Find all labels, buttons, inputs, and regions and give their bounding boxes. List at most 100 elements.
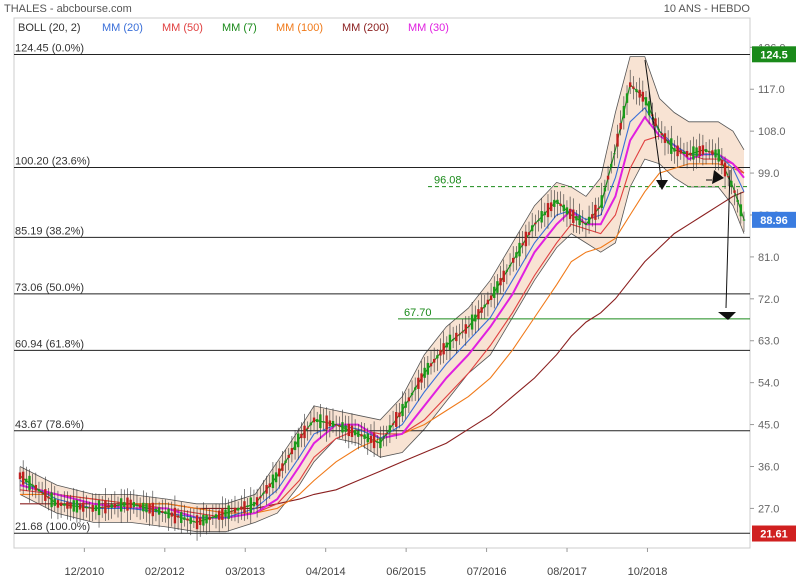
candle-body: [40, 492, 44, 494]
candle-body: [733, 190, 736, 193]
candle-body: [388, 425, 392, 433]
candle-body: [161, 511, 164, 513]
candle-body: [692, 146, 695, 160]
candle-body: [75, 500, 79, 513]
candle-body: [591, 214, 594, 219]
candle-body: [518, 242, 521, 257]
candle-body: [217, 510, 221, 520]
candle-body: [654, 118, 657, 127]
series-line: [20, 163, 745, 514]
candle-body: [268, 483, 271, 488]
candle-body: [385, 433, 388, 435]
candle-body: [195, 515, 199, 530]
x-tick-label: 10/2018: [628, 566, 668, 578]
candle-body: [199, 517, 202, 525]
candle-body: [97, 500, 101, 516]
candle-body: [553, 199, 556, 207]
candle-body: [610, 163, 613, 168]
candle-body: [379, 437, 382, 449]
candle-body: [426, 362, 430, 375]
legend-mm30: MM (30): [408, 22, 449, 34]
candle-body: [211, 516, 215, 518]
candle-body: [142, 502, 145, 512]
candle-body: [742, 219, 746, 221]
candle-body: [164, 511, 167, 515]
candle-body: [515, 252, 518, 258]
series-line: [19, 135, 745, 519]
candle-body: [698, 146, 701, 156]
candle-body: [521, 243, 524, 246]
candle-body: [312, 417, 316, 423]
candle-body: [726, 176, 730, 178]
candle-body: [170, 512, 173, 517]
candle-body: [600, 195, 603, 209]
candle-body: [186, 518, 189, 521]
candle-body: [666, 140, 670, 144]
fibonacci-label: 73.06 (50.0%): [15, 282, 84, 294]
trend-arrow-head: [718, 312, 736, 320]
candle-body: [246, 505, 249, 507]
y-tick-label: 45.0: [758, 420, 779, 432]
candle-body: [278, 468, 281, 477]
candle-body: [638, 89, 641, 98]
candle-body: [180, 512, 183, 523]
price-badge-label: 88.96: [760, 215, 788, 227]
candle-body: [568, 208, 572, 219]
candle-body: [420, 373, 423, 383]
candle-body: [398, 412, 401, 417]
trend-arrow-head: [712, 170, 724, 184]
candle-body: [464, 324, 467, 334]
candle-body: [679, 150, 682, 154]
legend-mm100: MM (100): [276, 22, 324, 34]
chart-period: 10 ANS - HEBDO: [663, 3, 750, 15]
candle-body: [480, 307, 483, 313]
candle-body: [410, 392, 414, 396]
candle-body: [315, 419, 319, 423]
candle-body: [31, 484, 34, 487]
candle-body: [192, 520, 196, 523]
y-tick-label: 36.0: [758, 461, 779, 473]
candle-body: [581, 221, 584, 223]
candle-body: [151, 502, 154, 517]
candle-body: [739, 204, 743, 217]
candle-body: [37, 489, 41, 492]
candle-body: [524, 231, 528, 247]
candle-body: [540, 211, 543, 223]
candle-body: [85, 506, 88, 509]
candle-body: [670, 138, 673, 154]
candle-body: [587, 216, 591, 224]
candle-body: [47, 496, 50, 499]
y-tick-label: 72.0: [758, 294, 779, 306]
candle-body: [432, 358, 436, 363]
candle-body: [423, 367, 426, 378]
candle-body: [413, 387, 417, 390]
x-tick-label: 12/2010: [64, 566, 104, 578]
candle-body: [685, 150, 689, 157]
candle-body: [325, 415, 328, 430]
candle-body: [290, 448, 294, 455]
candle-body: [331, 420, 335, 427]
candle-body: [132, 502, 136, 508]
candle-body: [183, 517, 186, 520]
candle-body: [477, 309, 480, 319]
candle-body: [25, 478, 28, 483]
candle-body: [173, 507, 177, 524]
candle-body: [227, 505, 230, 519]
candle-body: [293, 441, 297, 451]
candle-body: [350, 425, 354, 437]
candle-body: [417, 377, 420, 389]
candle-body: [559, 203, 562, 206]
candle-body: [537, 219, 540, 221]
candle-body: [249, 497, 252, 513]
candle-body: [240, 506, 243, 510]
fibonacci-label: 60.94 (61.8%): [15, 338, 84, 350]
candle-body: [66, 501, 69, 509]
candle-body: [439, 350, 442, 356]
fibonacci-label: 124.45 (0.0%): [15, 43, 84, 55]
candle-body: [594, 204, 597, 220]
candle-body: [502, 270, 505, 282]
y-tick-label: 54.0: [758, 378, 779, 390]
candle-body: [189, 517, 192, 524]
candle-body: [493, 286, 496, 298]
candle-body: [328, 420, 332, 427]
